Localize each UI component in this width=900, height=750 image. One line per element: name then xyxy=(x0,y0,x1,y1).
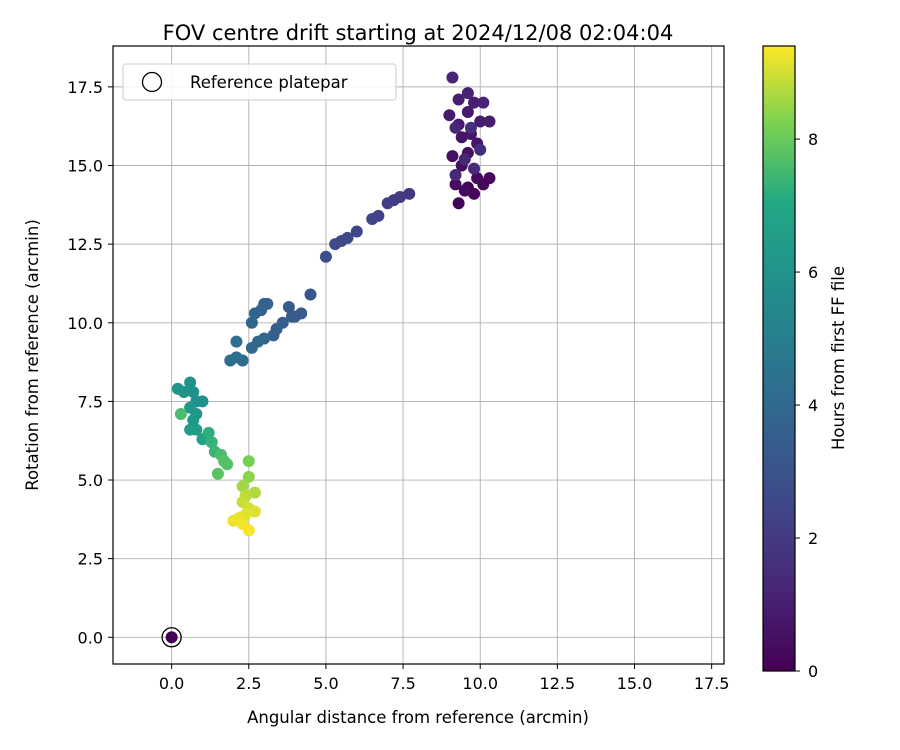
colorbar: 0 2 4 6 8 Hours from first FF file xyxy=(762,45,848,681)
x-tick-label: 15.0 xyxy=(617,674,653,693)
y-axis-label: Rotation from reference (arcmin) xyxy=(23,219,42,491)
data-point xyxy=(449,121,462,134)
data-point xyxy=(224,354,237,367)
data-point xyxy=(350,225,363,238)
data-point xyxy=(211,467,224,480)
y-tick-label: 10.0 xyxy=(67,314,103,333)
x-tick-label: 0.0 xyxy=(159,674,184,693)
data-point xyxy=(446,71,459,84)
data-point xyxy=(483,172,496,185)
reference-marker xyxy=(161,627,182,648)
chart-title: FOV centre drift starting at 2024/12/08 … xyxy=(163,21,674,45)
data-point xyxy=(468,96,481,109)
reference-point-fill xyxy=(165,631,178,644)
data-point xyxy=(474,143,487,156)
y-axis-ticks: 0.0 2.5 5.0 7.5 10.0 12.5 15.0 17.5 xyxy=(67,78,113,647)
data-point xyxy=(248,505,261,518)
data-point xyxy=(452,93,465,106)
y-tick-label: 15.0 xyxy=(67,157,103,176)
data-point xyxy=(221,458,234,471)
data-point xyxy=(461,106,474,119)
colorbar-tick-label: 2 xyxy=(808,529,818,548)
data-point xyxy=(468,187,481,200)
data-point xyxy=(236,480,249,493)
data-point xyxy=(227,514,240,527)
x-tick-label: 10.0 xyxy=(462,674,498,693)
data-point xyxy=(187,385,200,398)
reference-point-ring xyxy=(161,627,182,648)
data-point xyxy=(319,250,332,263)
data-point xyxy=(202,426,215,439)
data-point xyxy=(458,184,471,197)
y-tick-label: 12.5 xyxy=(67,235,103,254)
data-point xyxy=(468,162,481,175)
data-point xyxy=(304,288,317,301)
y-tick-label: 7.5 xyxy=(78,392,103,411)
data-point xyxy=(248,307,261,320)
grid xyxy=(113,46,724,664)
x-tick-label: 17.5 xyxy=(694,674,730,693)
data-point xyxy=(205,436,218,449)
data-point xyxy=(282,301,295,314)
y-tick-label: 17.5 xyxy=(67,78,103,97)
data-point xyxy=(446,150,459,163)
data-point xyxy=(458,153,471,166)
data-point xyxy=(242,455,255,468)
legend-label: Reference platepar xyxy=(190,73,348,92)
data-point xyxy=(483,115,496,128)
data-point xyxy=(449,178,462,191)
x-axis-ticks: 0.0 2.5 5.0 7.5 10.0 12.5 15.0 17.5 xyxy=(159,664,730,693)
x-axis-label: Angular distance from reference (arcmin) xyxy=(247,708,589,727)
data-point xyxy=(477,96,490,109)
colorbar-label: Hours from first FF file xyxy=(829,266,848,450)
y-tick-label: 5.0 xyxy=(78,471,103,490)
data-point xyxy=(187,414,200,427)
colorbar-frame xyxy=(762,45,796,672)
colorbar-gradient xyxy=(763,46,795,671)
data-point xyxy=(474,115,487,128)
data-point xyxy=(171,382,184,395)
data-point xyxy=(461,87,474,100)
data-point xyxy=(449,168,462,181)
data-point xyxy=(267,329,280,342)
data-point xyxy=(452,197,465,210)
data-point xyxy=(242,524,255,537)
colorbar-tick-label: 4 xyxy=(808,396,818,415)
data-point xyxy=(443,109,456,122)
data-point xyxy=(245,341,258,354)
data-point xyxy=(329,238,342,251)
data-point xyxy=(248,486,261,499)
data-point xyxy=(471,172,484,185)
x-tick-label: 5.0 xyxy=(313,674,338,693)
y-tick-label: 0.0 xyxy=(78,628,103,647)
colorbar-ticks: 0 2 4 6 8 xyxy=(795,130,818,681)
data-point xyxy=(230,335,243,348)
colorbar-tick-label: 8 xyxy=(808,130,818,149)
scatter-points xyxy=(171,71,496,537)
data-point xyxy=(242,470,255,483)
data-point xyxy=(196,395,209,408)
data-point xyxy=(174,407,187,420)
data-point xyxy=(245,316,258,329)
data-point xyxy=(285,310,298,323)
x-tick-label: 12.5 xyxy=(540,674,576,693)
legend-box xyxy=(122,63,397,101)
legend-open-circle-icon xyxy=(141,71,163,93)
colorbar-tick-label: 6 xyxy=(808,263,818,282)
data-point xyxy=(184,376,197,389)
colorbar-tick-label: 0 xyxy=(808,662,818,681)
data-point xyxy=(366,212,379,225)
data-point xyxy=(455,131,468,144)
legend: Reference platepar xyxy=(122,63,397,101)
data-point xyxy=(381,197,394,210)
data-point xyxy=(464,121,477,134)
plot-frame xyxy=(112,45,725,665)
x-tick-label: 7.5 xyxy=(390,674,415,693)
x-tick-label: 2.5 xyxy=(236,674,261,693)
y-tick-label: 2.5 xyxy=(78,550,103,569)
data-point xyxy=(403,187,416,200)
data-point xyxy=(190,423,203,436)
